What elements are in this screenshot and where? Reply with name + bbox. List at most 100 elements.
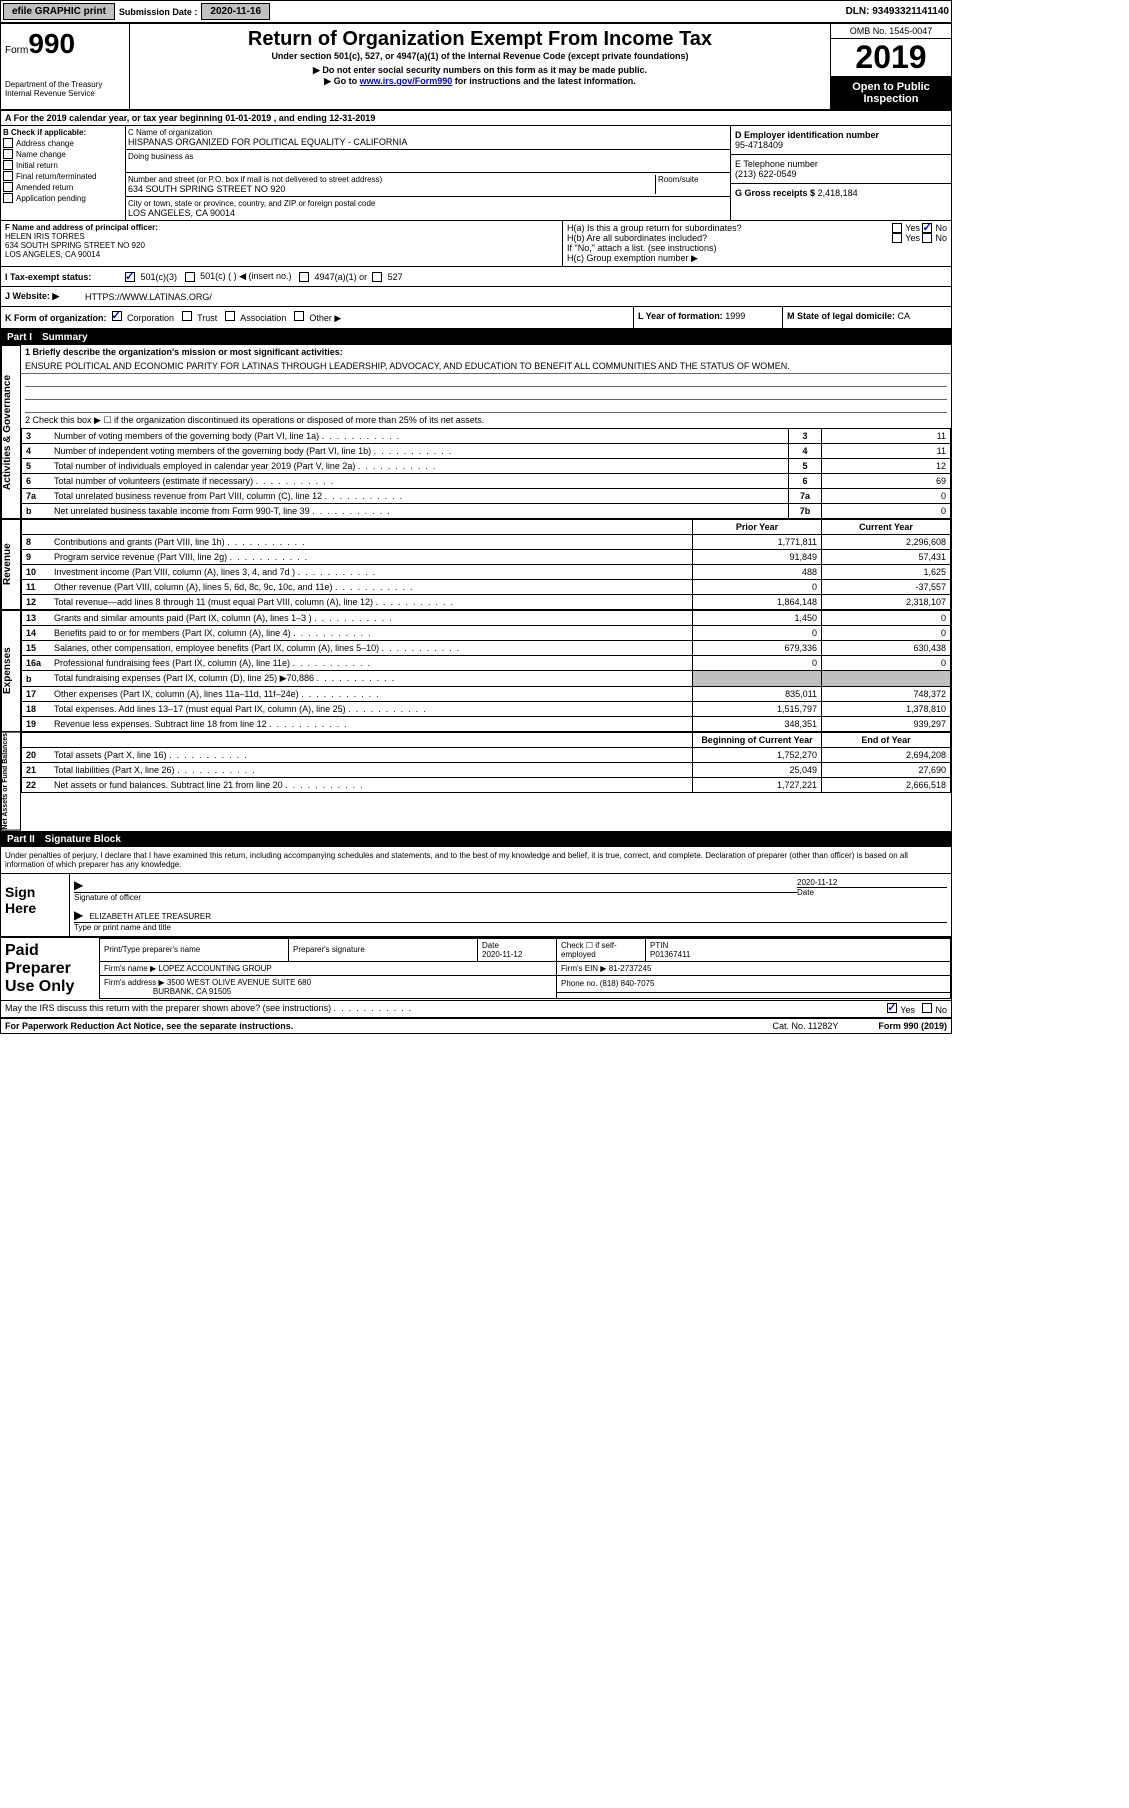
line2: 2 Check this box ▶ ☐ if the organization… (21, 413, 951, 428)
cb-amended[interactable] (3, 182, 13, 192)
form-title: Return of Organization Exempt From Incom… (138, 28, 822, 51)
cb-501c[interactable] (185, 272, 195, 282)
irs-link[interactable]: www.irs.gov/Form990 (360, 76, 453, 86)
cb-527[interactable] (372, 272, 382, 282)
omb-number: OMB No. 1545-0047 (831, 24, 951, 39)
top-bar: efile GRAPHIC print Submission Date : 20… (1, 1, 951, 24)
table-row: 8Contributions and grants (Part VIII, li… (22, 535, 951, 550)
side-label-revenue: Revenue (1, 519, 21, 610)
gross-receipts: 2,418,184 (818, 188, 858, 198)
firm-name: LOPEZ ACCOUNTING GROUP (158, 964, 271, 973)
domicile-state: CA (898, 311, 911, 321)
table-row: 12Total revenue—add lines 8 through 11 (… (22, 595, 951, 610)
form-label: Form (5, 45, 28, 56)
form-number: 990 (28, 28, 75, 59)
part2-header: Part II Signature Block (1, 832, 951, 847)
sign-block: Sign Here ▶ Signature of officer 2020-11… (1, 874, 951, 938)
netassets-section: Net Assets or Fund Balances Beginning of… (1, 732, 951, 832)
page-footer: For Paperwork Reduction Act Notice, see … (1, 1019, 951, 1033)
part1-header: Part I Summary (1, 330, 951, 345)
netassets-table: Beginning of Current YearEnd of Year 20T… (21, 732, 951, 793)
officer-name: HELEN IRIS TORRES (5, 232, 85, 241)
prep-date: 2020-11-12 (482, 950, 522, 959)
cb-ha-yes[interactable] (892, 223, 902, 233)
boxes-bcdeg: B Check if applicable: Address change Na… (1, 126, 951, 221)
blank-line (25, 400, 947, 413)
firm-ein: 81-2737245 (609, 964, 652, 973)
box-c: C Name of organization HISPANAS ORGANIZE… (126, 126, 731, 220)
table-row: 9Program service revenue (Part VIII, lin… (22, 550, 951, 565)
side-label-netassets: Net Assets or Fund Balances (1, 732, 21, 831)
table-row: 13Grants and similar amounts paid (Part … (22, 611, 951, 626)
firm-phone: (818) 840-7075 (600, 979, 655, 988)
side-label-expenses: Expenses (1, 610, 21, 732)
cb-pending[interactable] (3, 193, 13, 203)
box-h: H(a) Is this a group return for subordin… (563, 221, 951, 266)
activities-governance-section: Activities & Governance 1 Briefly descri… (1, 345, 951, 519)
cb-ha-no[interactable] (922, 223, 932, 233)
penalties-text: Under penalties of perjury, I declare th… (1, 847, 951, 874)
cb-assoc[interactable] (225, 311, 235, 321)
cat-no: Cat. No. 11282Y (773, 1021, 839, 1031)
org-name: HISPANAS ORGANIZED FOR POLITICAL EQUALIT… (128, 137, 728, 147)
preparer-table: Print/Type preparer's name Preparer's si… (99, 938, 951, 999)
discuss-row: May the IRS discuss this return with the… (1, 1001, 951, 1019)
firm-addr1: 3500 WEST OLIVE AVENUE SUITE 680 (167, 978, 311, 987)
table-row: 22Net assets or fund balances. Subtract … (22, 778, 951, 793)
klm-row: K Form of organization: Corporation Trus… (1, 307, 951, 330)
blank-line (25, 387, 947, 400)
section-fh: F Name and address of principal officer:… (1, 221, 951, 267)
cb-discuss-no[interactable] (922, 1003, 932, 1013)
row-a-calendar-year: A For the 2019 calendar year, or tax yea… (1, 111, 951, 126)
expenses-table: 13Grants and similar amounts paid (Part … (21, 610, 951, 732)
under-section: Under section 501(c), 527, or 4947(a)(1)… (138, 51, 822, 61)
revenue-section: Revenue Prior YearCurrent Year 8Contribu… (1, 519, 951, 610)
org-address: 634 SOUTH SPRING STREET NO 920 (128, 184, 655, 194)
table-row: 3Number of voting members of the governi… (22, 429, 951, 444)
sign-here-label: Sign Here (1, 874, 70, 936)
form-ref: Form 990 (2019) (878, 1021, 947, 1031)
cb-name-change[interactable] (3, 149, 13, 159)
table-row: bNet unrelated business taxable income f… (22, 504, 951, 519)
dept-label: Department of the Treasury Internal Reve… (5, 80, 125, 98)
note-link: ▶ Go to www.irs.gov/Form990 for instruct… (138, 76, 822, 87)
cb-address-change[interactable] (3, 138, 13, 148)
cb-initial-return[interactable] (3, 160, 13, 170)
blank-line (25, 374, 947, 387)
paid-preparer-label: Paid Preparer Use Only (1, 938, 99, 1000)
firm-addr2: BURBANK, CA 91505 (153, 987, 231, 996)
officer-address: 634 SOUTH SPRING STREET NO 920 LOS ANGEL… (5, 241, 145, 259)
cb-final-return[interactable] (3, 171, 13, 181)
telephone: (213) 622-0549 (735, 169, 797, 179)
cb-corp[interactable] (112, 311, 122, 321)
public-inspection: Open to Public Inspection (831, 77, 951, 109)
year-formation: 1999 (725, 311, 745, 321)
line1-label: 1 Briefly describe the organization's mi… (21, 345, 951, 359)
governance-table: 3Number of voting members of the governi… (21, 428, 951, 519)
cb-501c3[interactable] (125, 272, 135, 282)
mission-text: ENSURE POLITICAL AND ECONOMIC PARITY FOR… (21, 359, 951, 374)
efile-button[interactable]: efile GRAPHIC print (3, 3, 115, 20)
cb-discuss-yes[interactable] (887, 1003, 897, 1013)
box-deg: D Employer identification number 95-4718… (731, 126, 951, 220)
cb-trust[interactable] (182, 311, 192, 321)
table-row: 16aProfessional fundraising fees (Part I… (22, 656, 951, 671)
header-right: OMB No. 1545-0047 2019 Open to Public In… (830, 24, 951, 109)
table-row: 7aTotal unrelated business revenue from … (22, 489, 951, 504)
cb-hb-no[interactable] (922, 233, 932, 243)
org-city: LOS ANGELES, CA 90014 (128, 208, 728, 218)
table-row: 21Total liabilities (Part X, line 26)25,… (22, 763, 951, 778)
cb-other[interactable] (294, 311, 304, 321)
revenue-table: Prior YearCurrent Year 8Contributions an… (21, 519, 951, 610)
table-row: 15Salaries, other compensation, employee… (22, 641, 951, 656)
table-row: 17Other expenses (Part IX, column (A), l… (22, 687, 951, 702)
ptin: P01367411 (650, 950, 690, 959)
tax-exempt-row: I Tax-exempt status: 501(c)(3) 501(c) ( … (1, 267, 951, 287)
table-row: bTotal fundraising expenses (Part IX, co… (22, 671, 951, 687)
cb-hb-yes[interactable] (892, 233, 902, 243)
table-row: 11Other revenue (Part VIII, column (A), … (22, 580, 951, 595)
table-row: 14Benefits paid to or for members (Part … (22, 626, 951, 641)
cb-4947[interactable] (299, 272, 309, 282)
website-row: J Website: ▶ HTTPS://WWW.LATINAS.ORG/ (1, 287, 951, 307)
header-center: Return of Organization Exempt From Incom… (130, 24, 830, 109)
